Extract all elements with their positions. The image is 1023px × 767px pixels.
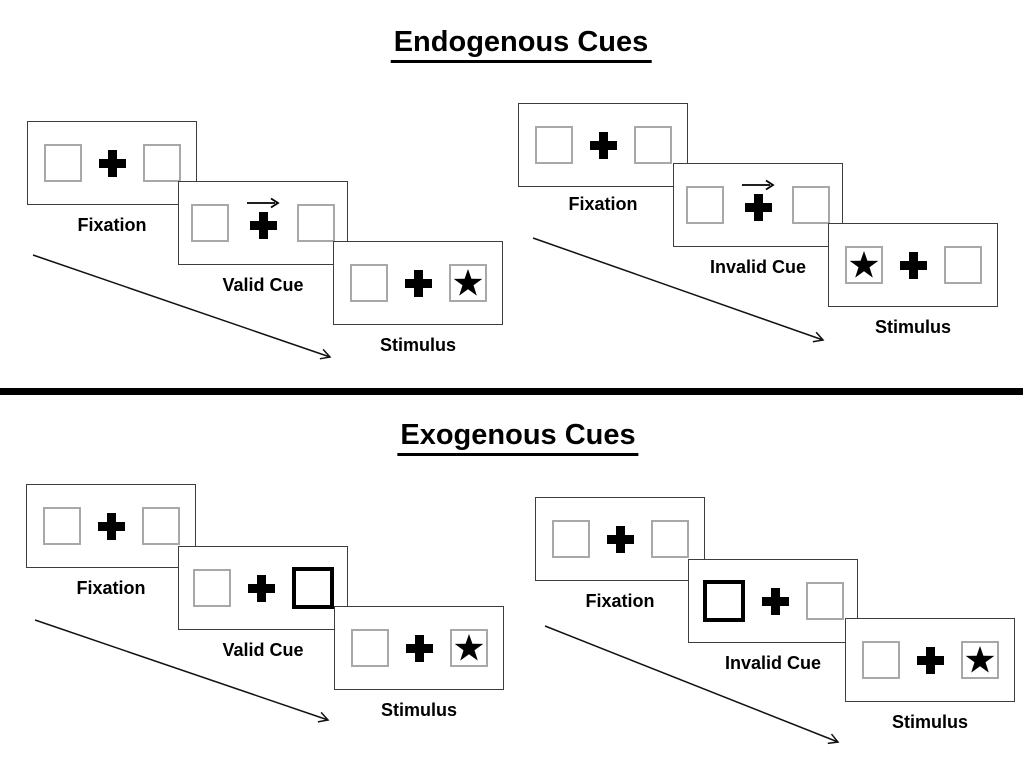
fixation-panel — [535, 497, 705, 581]
valid-cue-panel — [178, 181, 348, 265]
right-box — [633, 126, 672, 164]
fixation-cross-icon — [606, 525, 634, 553]
valid-cue-panel — [178, 546, 348, 630]
stimulus-panel — [828, 223, 998, 307]
panel-label: Stimulus — [891, 712, 968, 732]
stimulus-panel — [845, 618, 1015, 702]
fixation-cross-icon — [249, 212, 277, 239]
cue-arrow-icon — [247, 197, 280, 209]
star-icon — [849, 251, 878, 278]
fixation-cross-icon — [899, 251, 927, 279]
panel-label: Invalid Cue — [724, 653, 822, 673]
cue-center — [741, 179, 775, 221]
fixation-cross-icon — [589, 131, 617, 159]
left-box — [349, 264, 388, 302]
left-box — [861, 641, 900, 679]
panel-label: Valid Cue — [222, 640, 304, 660]
panel-label: Invalid Cue — [709, 257, 807, 277]
stimulus-panel — [333, 241, 503, 325]
panel-label: Fixation — [76, 578, 146, 598]
cue-highlight-box — [291, 567, 334, 609]
right-box — [141, 507, 180, 545]
right-box — [448, 264, 487, 302]
left-box — [350, 629, 389, 667]
right-box — [960, 641, 999, 679]
left-box — [551, 520, 590, 558]
right-box — [943, 246, 982, 284]
left-box — [844, 246, 883, 284]
exogenous-section-title: Exogenous Cues — [397, 419, 639, 457]
fixation-cross-icon — [405, 634, 433, 662]
panel-label: Fixation — [77, 215, 147, 235]
section-divider — [0, 388, 1023, 395]
right-box — [142, 144, 181, 182]
fixation-panel — [27, 121, 197, 205]
right-box — [792, 186, 830, 224]
fixation-cross-icon — [916, 646, 944, 674]
right-box — [297, 204, 335, 242]
star-icon — [965, 646, 994, 673]
panel-label: Stimulus — [874, 317, 951, 337]
left-box — [192, 569, 231, 607]
right-box — [650, 520, 689, 558]
left-box — [534, 126, 573, 164]
panel-label: Fixation — [568, 194, 638, 214]
fixation-cross-icon — [404, 269, 432, 297]
panel-label: Fixation — [585, 591, 655, 611]
right-box — [805, 582, 844, 620]
star-icon — [453, 269, 482, 296]
right-box — [449, 629, 488, 667]
invalid-cue-panel — [688, 559, 858, 643]
fixation-cross-icon — [744, 194, 772, 221]
cue-highlight-box — [702, 580, 745, 622]
star-icon — [454, 634, 483, 661]
fixation-panel — [26, 484, 196, 568]
fixation-cross-icon — [761, 587, 789, 615]
panel-label: Stimulus — [379, 335, 456, 355]
invalid-cue-panel — [673, 163, 843, 247]
fixation-cross-icon — [97, 512, 125, 540]
cue-arrow-icon — [742, 179, 775, 191]
panel-label: Valid Cue — [222, 275, 304, 295]
left-box — [686, 186, 724, 224]
endogenous-section-title: Endogenous Cues — [390, 26, 652, 64]
left-box — [42, 507, 81, 545]
left-box — [191, 204, 229, 242]
fixation-panel — [518, 103, 688, 187]
left-box — [43, 144, 82, 182]
fixation-cross-icon — [98, 149, 126, 177]
fixation-cross-icon — [247, 574, 275, 602]
cue-center — [246, 197, 280, 239]
panel-label: Stimulus — [380, 700, 457, 720]
stimulus-panel — [334, 606, 504, 690]
